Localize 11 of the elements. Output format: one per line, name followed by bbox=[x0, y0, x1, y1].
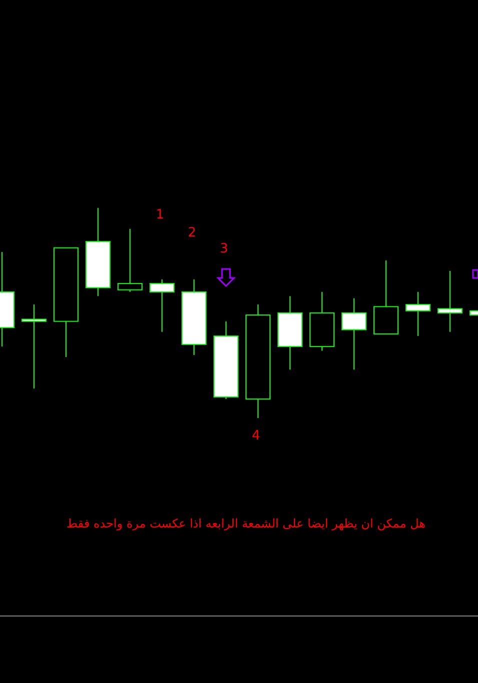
candlestick bbox=[406, 291, 430, 337]
text: 4 bbox=[252, 428, 260, 444]
candlestick bbox=[22, 304, 46, 390]
candlestick bbox=[342, 298, 366, 370]
text: هل ممكن ان يظهر ايضا على الشمعة الرابعه اذا عكست مرة واحده فقط bbox=[66, 516, 426, 530]
annotation: 3 bbox=[220, 242, 228, 257]
candlestick bbox=[118, 228, 142, 292]
candlestick bbox=[150, 278, 174, 332]
annotation: 2 bbox=[188, 226, 196, 241]
candlestick bbox=[438, 270, 462, 332]
annotation: 1 bbox=[156, 208, 164, 223]
